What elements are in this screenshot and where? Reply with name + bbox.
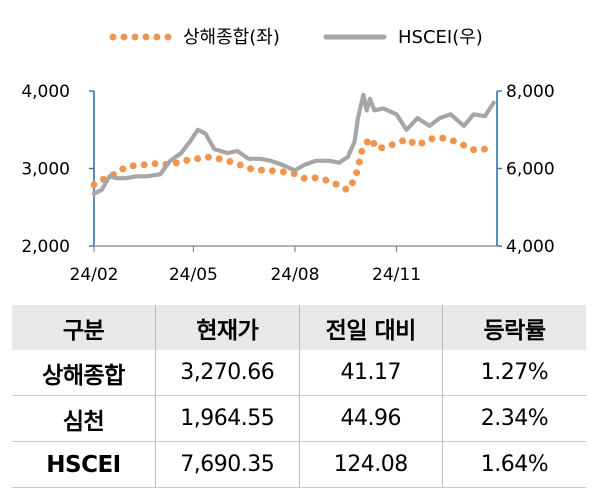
table-row: 상해종합 3,270.66 41.17 1.27% <box>12 350 586 396</box>
column-header-change: 전일 대비 <box>298 305 443 350</box>
column-header-change-rate: 등락률 <box>442 305 586 350</box>
table-row: 심천 1,964.55 44.96 2.34% <box>12 395 586 442</box>
x-axis-tick-label: 24/02 <box>70 265 119 285</box>
change-cell: 41.17 <box>298 350 443 396</box>
change-rate-cell: 2.34% <box>442 395 586 442</box>
line-chart: 4,000 3,000 2,000 8,000 6,000 4,000 24/02 24/05… <box>21 27 555 285</box>
current-price-cell: 7,690.35 <box>155 441 299 488</box>
current-price-cell: 1,964.55 <box>155 395 299 442</box>
x-axis-tick-label: 24/05 <box>169 265 218 285</box>
table-row: HSCEI 7,690.35 124.08 1.64% <box>12 441 586 488</box>
right-axis-tick-label: 6,000 <box>506 160 555 180</box>
x-axis-tick-label: 24/08 <box>270 265 319 285</box>
left-axis-tick-label: 4,000 <box>21 82 70 102</box>
legend-label-shanghai: 상해종합(좌) <box>183 27 280 48</box>
change-cell: 124.08 <box>298 441 443 488</box>
row-label: 상해종합 <box>42 362 125 389</box>
chart-area: 4,000 3,000 2,000 8,000 6,000 4,000 24/02 24/05… <box>21 27 555 285</box>
hscei-line <box>91 92 496 196</box>
shanghai-composite-line <box>90 134 489 194</box>
column-header-category: 구분 <box>12 305 156 350</box>
left-axis-tick-label: 3,000 <box>21 160 70 180</box>
left-axis-tick-label: 2,000 <box>21 237 70 257</box>
legend-label-hscei: HSCEI(우) <box>398 27 483 48</box>
column-header-current-price: 현재가 <box>155 305 299 350</box>
row-label: HSCEI <box>12 441 156 488</box>
quote-table: 구분 현재가 전일 대비 등락률 상해종합 3,270.66 41.17 1.2… <box>12 305 586 488</box>
row-label: 심천 <box>12 395 156 442</box>
right-axis-tick-label: 4,000 <box>506 237 555 257</box>
x-axis-tick-label: 24/11 <box>372 265 421 285</box>
current-price-cell: 3,270.66 <box>155 350 299 396</box>
change-cell: 44.96 <box>298 395 443 442</box>
table-header-row: 구분 현재가 전일 대비 등락률 <box>12 305 586 350</box>
change-rate-cell: 1.64% <box>442 441 586 488</box>
right-axis-tick-label: 8,000 <box>506 82 555 102</box>
change-rate-cell: 1.27% <box>442 350 586 396</box>
